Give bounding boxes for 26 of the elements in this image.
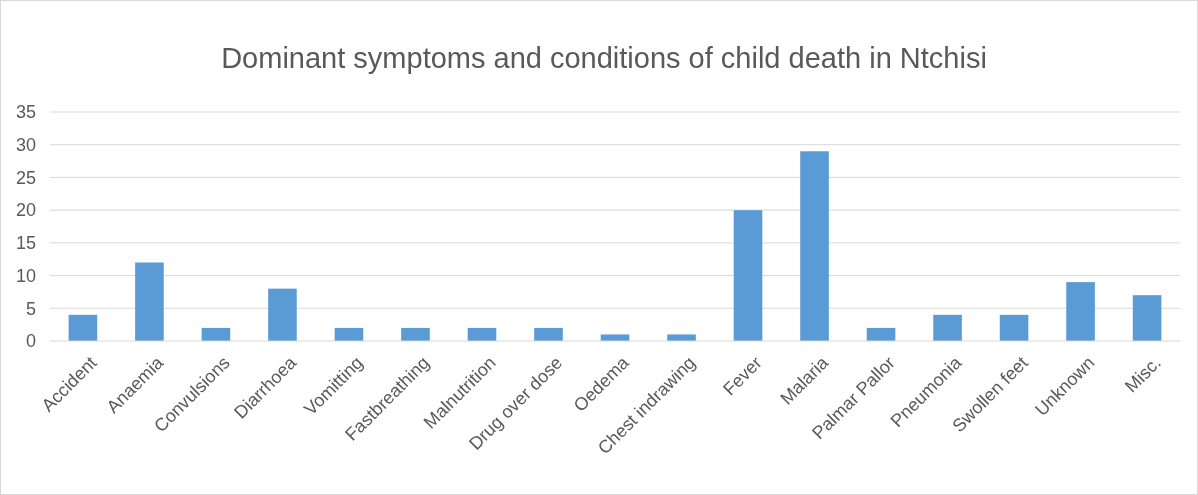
y-tick-label: 20 <box>15 200 36 221</box>
bar <box>534 327 563 341</box>
bar <box>667 334 696 341</box>
y-tick-label: 15 <box>15 233 36 254</box>
bar <box>733 210 763 341</box>
bar <box>135 262 164 341</box>
y-tick-label: 5 <box>25 298 36 319</box>
y-tick-label: 25 <box>15 167 36 188</box>
bar <box>933 314 962 341</box>
bar <box>866 327 896 341</box>
bar <box>800 151 829 341</box>
bar <box>201 327 231 341</box>
bar <box>68 314 98 341</box>
bar <box>334 327 364 341</box>
chart-title: Dominant symptoms and conditions of child death in Ntchisi <box>221 42 987 74</box>
bar <box>268 288 297 341</box>
bar <box>1132 295 1162 341</box>
y-tick-label: 0 <box>25 331 36 352</box>
bar <box>467 327 497 341</box>
y-tick-label: 35 <box>15 102 36 123</box>
bar <box>1066 282 1095 341</box>
y-tick-label: 30 <box>15 135 36 156</box>
y-tick-label: 10 <box>15 265 36 286</box>
bar <box>401 327 430 341</box>
bar <box>999 314 1029 341</box>
bar <box>600 334 630 341</box>
